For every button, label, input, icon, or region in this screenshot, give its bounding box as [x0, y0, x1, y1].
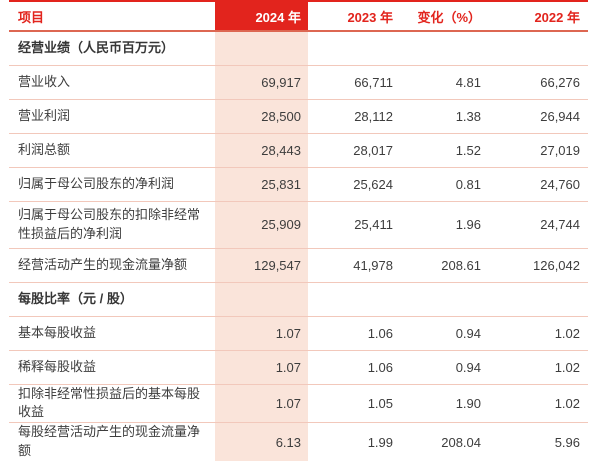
cell-change: 1.38	[412, 99, 497, 134]
cell-change: 0.94	[412, 316, 497, 351]
cell-change: 0.94	[412, 350, 497, 385]
row-label: 基本每股收益	[9, 316, 215, 351]
cell-2022: 24,760	[497, 167, 588, 202]
section-header-label: 每股比率（元 / 股）	[9, 282, 215, 317]
table-row-net-profit-excl-nonrecurring: 归属于母公司股东的扣除非经常性损益后的净利润 25,909 25,411 1.9…	[9, 201, 588, 249]
cell-2024: 1.07	[215, 350, 308, 385]
col-header-2024: 2024 年	[215, 1, 308, 32]
cell-change: 1.90	[412, 384, 497, 424]
cell-2024: 69,917	[215, 65, 308, 100]
cell-2024: 25,831	[215, 167, 308, 202]
cell-2024: 28,500	[215, 99, 308, 134]
cell-2023: 1.06	[308, 316, 412, 351]
section-empty-cell	[497, 31, 588, 66]
table-header-row: 项目 2024 年 2023 年 变化（%） 2022 年	[9, 1, 588, 32]
cell-2022: 26,944	[497, 99, 588, 134]
cell-2023: 1.99	[308, 422, 412, 461]
col-header-change: 变化（%）	[412, 1, 497, 32]
cell-2024: 1.07	[215, 316, 308, 351]
cell-change: 208.61	[412, 248, 497, 283]
cell-2023: 25,411	[308, 201, 412, 249]
table-row-total-profit: 利润总额 28,443 28,017 1.52 27,019	[9, 133, 588, 168]
row-label: 稀释每股收益	[9, 350, 215, 385]
cell-2023: 28,112	[308, 99, 412, 134]
cell-2022: 5.96	[497, 422, 588, 461]
cell-change: 1.52	[412, 133, 497, 168]
row-label: 营业利润	[9, 99, 215, 134]
cell-2024: 28,443	[215, 133, 308, 168]
cell-2022: 66,276	[497, 65, 588, 100]
section-header-row-operating-results: 经营业绩（人民币百万元）	[9, 31, 588, 66]
cell-change: 0.81	[412, 167, 497, 202]
section-header-label: 经营业绩（人民币百万元）	[9, 31, 215, 66]
table-row-operating-cash-flow: 经营活动产生的现金流量净额 129,547 41,978 208.61 126,…	[9, 248, 588, 283]
financial-summary-table: 项目 2024 年 2023 年 变化（%） 2022 年 经营业绩（人民币百万…	[9, 0, 588, 461]
cell-2024: 6.13	[215, 422, 308, 461]
row-label: 经营活动产生的现金流量净额	[9, 248, 215, 283]
table-row-revenue: 营业收入 69,917 66,711 4.81 66,276	[9, 65, 588, 100]
cell-2022: 1.02	[497, 316, 588, 351]
row-label: 利润总额	[9, 133, 215, 168]
section-empty-cell	[497, 282, 588, 317]
cell-2022: 27,019	[497, 133, 588, 168]
table-row-operating-profit: 营业利润 28,500 28,112 1.38 26,944	[9, 99, 588, 134]
table-row-basic-eps: 基本每股收益 1.07 1.06 0.94 1.02	[9, 316, 588, 351]
cell-2024: 25,909	[215, 201, 308, 249]
col-header-2023: 2023 年	[308, 1, 412, 32]
cell-2023: 25,624	[308, 167, 412, 202]
table-row-cash-flow-per-share: 每股经营活动产生的现金流量净额 6.13 1.99 208.04 5.96	[9, 422, 588, 461]
section-empty-cell	[215, 31, 308, 66]
col-header-item: 项目	[9, 1, 215, 32]
table-row-diluted-eps: 稀释每股收益 1.07 1.06 0.94 1.02	[9, 350, 588, 385]
section-empty-cell	[308, 31, 412, 66]
cell-2022: 126,042	[497, 248, 588, 283]
section-empty-cell	[412, 31, 497, 66]
table-row-basic-eps-excl-nonrecurring: 扣除非经常性损益后的基本每股收益 1.07 1.05 1.90 1.02	[9, 384, 588, 424]
cell-2022: 1.02	[497, 350, 588, 385]
row-label: 归属于母公司股东的扣除非经常性损益后的净利润	[9, 201, 215, 249]
row-label: 每股经营活动产生的现金流量净额	[9, 422, 215, 461]
row-label: 扣除非经常性损益后的基本每股收益	[9, 384, 215, 424]
table-row-net-profit-parent: 归属于母公司股东的净利润 25,831 25,624 0.81 24,760	[9, 167, 588, 202]
cell-change: 208.04	[412, 422, 497, 461]
cell-2022: 24,744	[497, 201, 588, 249]
cell-change: 1.96	[412, 201, 497, 249]
cell-2023: 41,978	[308, 248, 412, 283]
col-header-2022: 2022 年	[497, 1, 588, 32]
cell-2022: 1.02	[497, 384, 588, 424]
cell-2024: 129,547	[215, 248, 308, 283]
section-empty-cell	[412, 282, 497, 317]
cell-2024: 1.07	[215, 384, 308, 424]
section-empty-cell	[308, 282, 412, 317]
row-label: 营业收入	[9, 65, 215, 100]
section-header-row-per-share: 每股比率（元 / 股）	[9, 282, 588, 317]
cell-2023: 28,017	[308, 133, 412, 168]
row-label: 归属于母公司股东的净利润	[9, 167, 215, 202]
section-empty-cell	[215, 282, 308, 317]
cell-2023: 1.06	[308, 350, 412, 385]
cell-2023: 66,711	[308, 65, 412, 100]
cell-2023: 1.05	[308, 384, 412, 424]
cell-change: 4.81	[412, 65, 497, 100]
